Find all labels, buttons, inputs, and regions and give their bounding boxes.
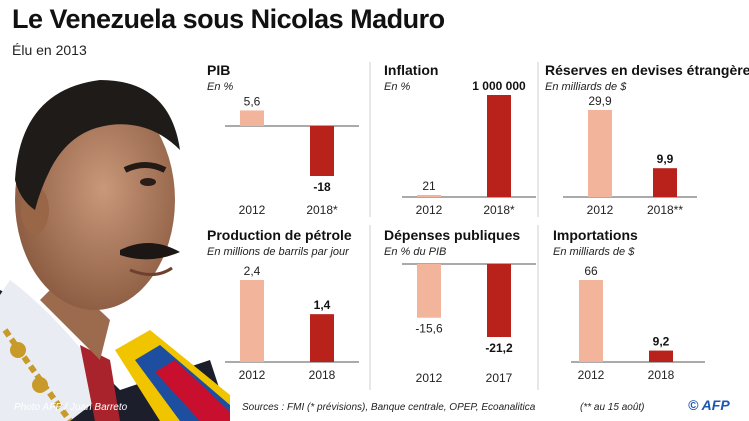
chart-3-category-1: 2018 — [309, 368, 336, 382]
chart-3-bar-1 — [310, 314, 334, 362]
chart-1-bar-0 — [417, 195, 441, 197]
footnote: (** au 15 août) — [580, 402, 645, 413]
infographic-subtitle: Élu en 2013 — [12, 42, 87, 58]
chart-5-category-1: 2018 — [648, 368, 675, 382]
chart-2-value-0: 29,9 — [588, 94, 612, 108]
chart-3-value-0: 2,4 — [244, 264, 261, 278]
chart-2-unit: En milliards de $ — [545, 81, 627, 93]
chart-2-bar-1 — [653, 168, 677, 197]
chart-5-unit: En milliards de $ — [553, 246, 635, 258]
chart-0-bar-1 — [310, 126, 334, 176]
chart-4-unit: En % du PIB — [384, 246, 446, 258]
chart-5-bar-1 — [649, 350, 673, 362]
chart-4-category-1: 2017 — [486, 371, 513, 385]
chart-2-category-0: 2012 — [587, 203, 614, 217]
chart-1-category-0: 2012 — [416, 203, 443, 217]
chart-3-unit: En millions de barrils par jour — [207, 246, 350, 258]
chart-3-bar-0 — [240, 280, 264, 362]
chart-4-category-0: 2012 — [416, 371, 443, 385]
chart-5-value-1: 9,2 — [653, 335, 670, 349]
sources-note: Sources : FMI (* prévisions), Banque cen… — [242, 402, 536, 413]
chart-3-value-1: 1,4 — [314, 298, 331, 312]
chart-5-title: Importations — [553, 227, 638, 243]
chart-0-title: PIB — [207, 62, 230, 78]
chart-0-category-1: 2018* — [306, 203, 338, 217]
chart-1-bar-1 — [487, 95, 511, 197]
chart-1-value-0: 21 — [422, 179, 436, 193]
chart-4-bar-1 — [487, 264, 511, 337]
chart-5-bar-0 — [579, 280, 603, 362]
chart-3-title: Production de pétrole — [207, 227, 352, 243]
chart-4-bar-0 — [417, 264, 441, 318]
chart-5-value-0: 66 — [584, 264, 598, 278]
infographic-title: Le Venezuela sous Nicolas Maduro — [12, 4, 445, 34]
chart-1-title: Inflation — [384, 62, 438, 78]
chart-4-title: Dépenses publiques — [384, 227, 520, 243]
portrait-illustration — [0, 80, 230, 421]
chart-5-category-0: 2012 — [578, 368, 605, 382]
chart-1-unit: En % — [384, 81, 411, 93]
chart-0-category-0: 2012 — [239, 203, 266, 217]
chart-2-value-1: 9,9 — [657, 152, 674, 166]
chart-1-value-1: 1 000 000 — [472, 79, 526, 93]
chart-0-value-1: -18 — [313, 180, 331, 194]
chart-4-value-1: -21,2 — [485, 341, 513, 355]
photo-credit: Photo AFP / Juan Barreto — [14, 402, 128, 413]
afp-logo: © AFP — [688, 397, 730, 413]
chart-4-value-0: -15,6 — [415, 322, 443, 336]
chart-2-bar-0 — [588, 110, 612, 197]
chart-0-bar-0 — [240, 110, 264, 126]
chart-1-category-1: 2018* — [483, 203, 515, 217]
chart-2-title: Réserves en devises étrangères — [545, 62, 749, 78]
chart-3-category-0: 2012 — [239, 368, 266, 382]
chart-0-value-0: 5,6 — [244, 94, 261, 108]
chart-2-category-1: 2018** — [647, 203, 683, 217]
chart-0-unit: En % — [207, 81, 234, 93]
